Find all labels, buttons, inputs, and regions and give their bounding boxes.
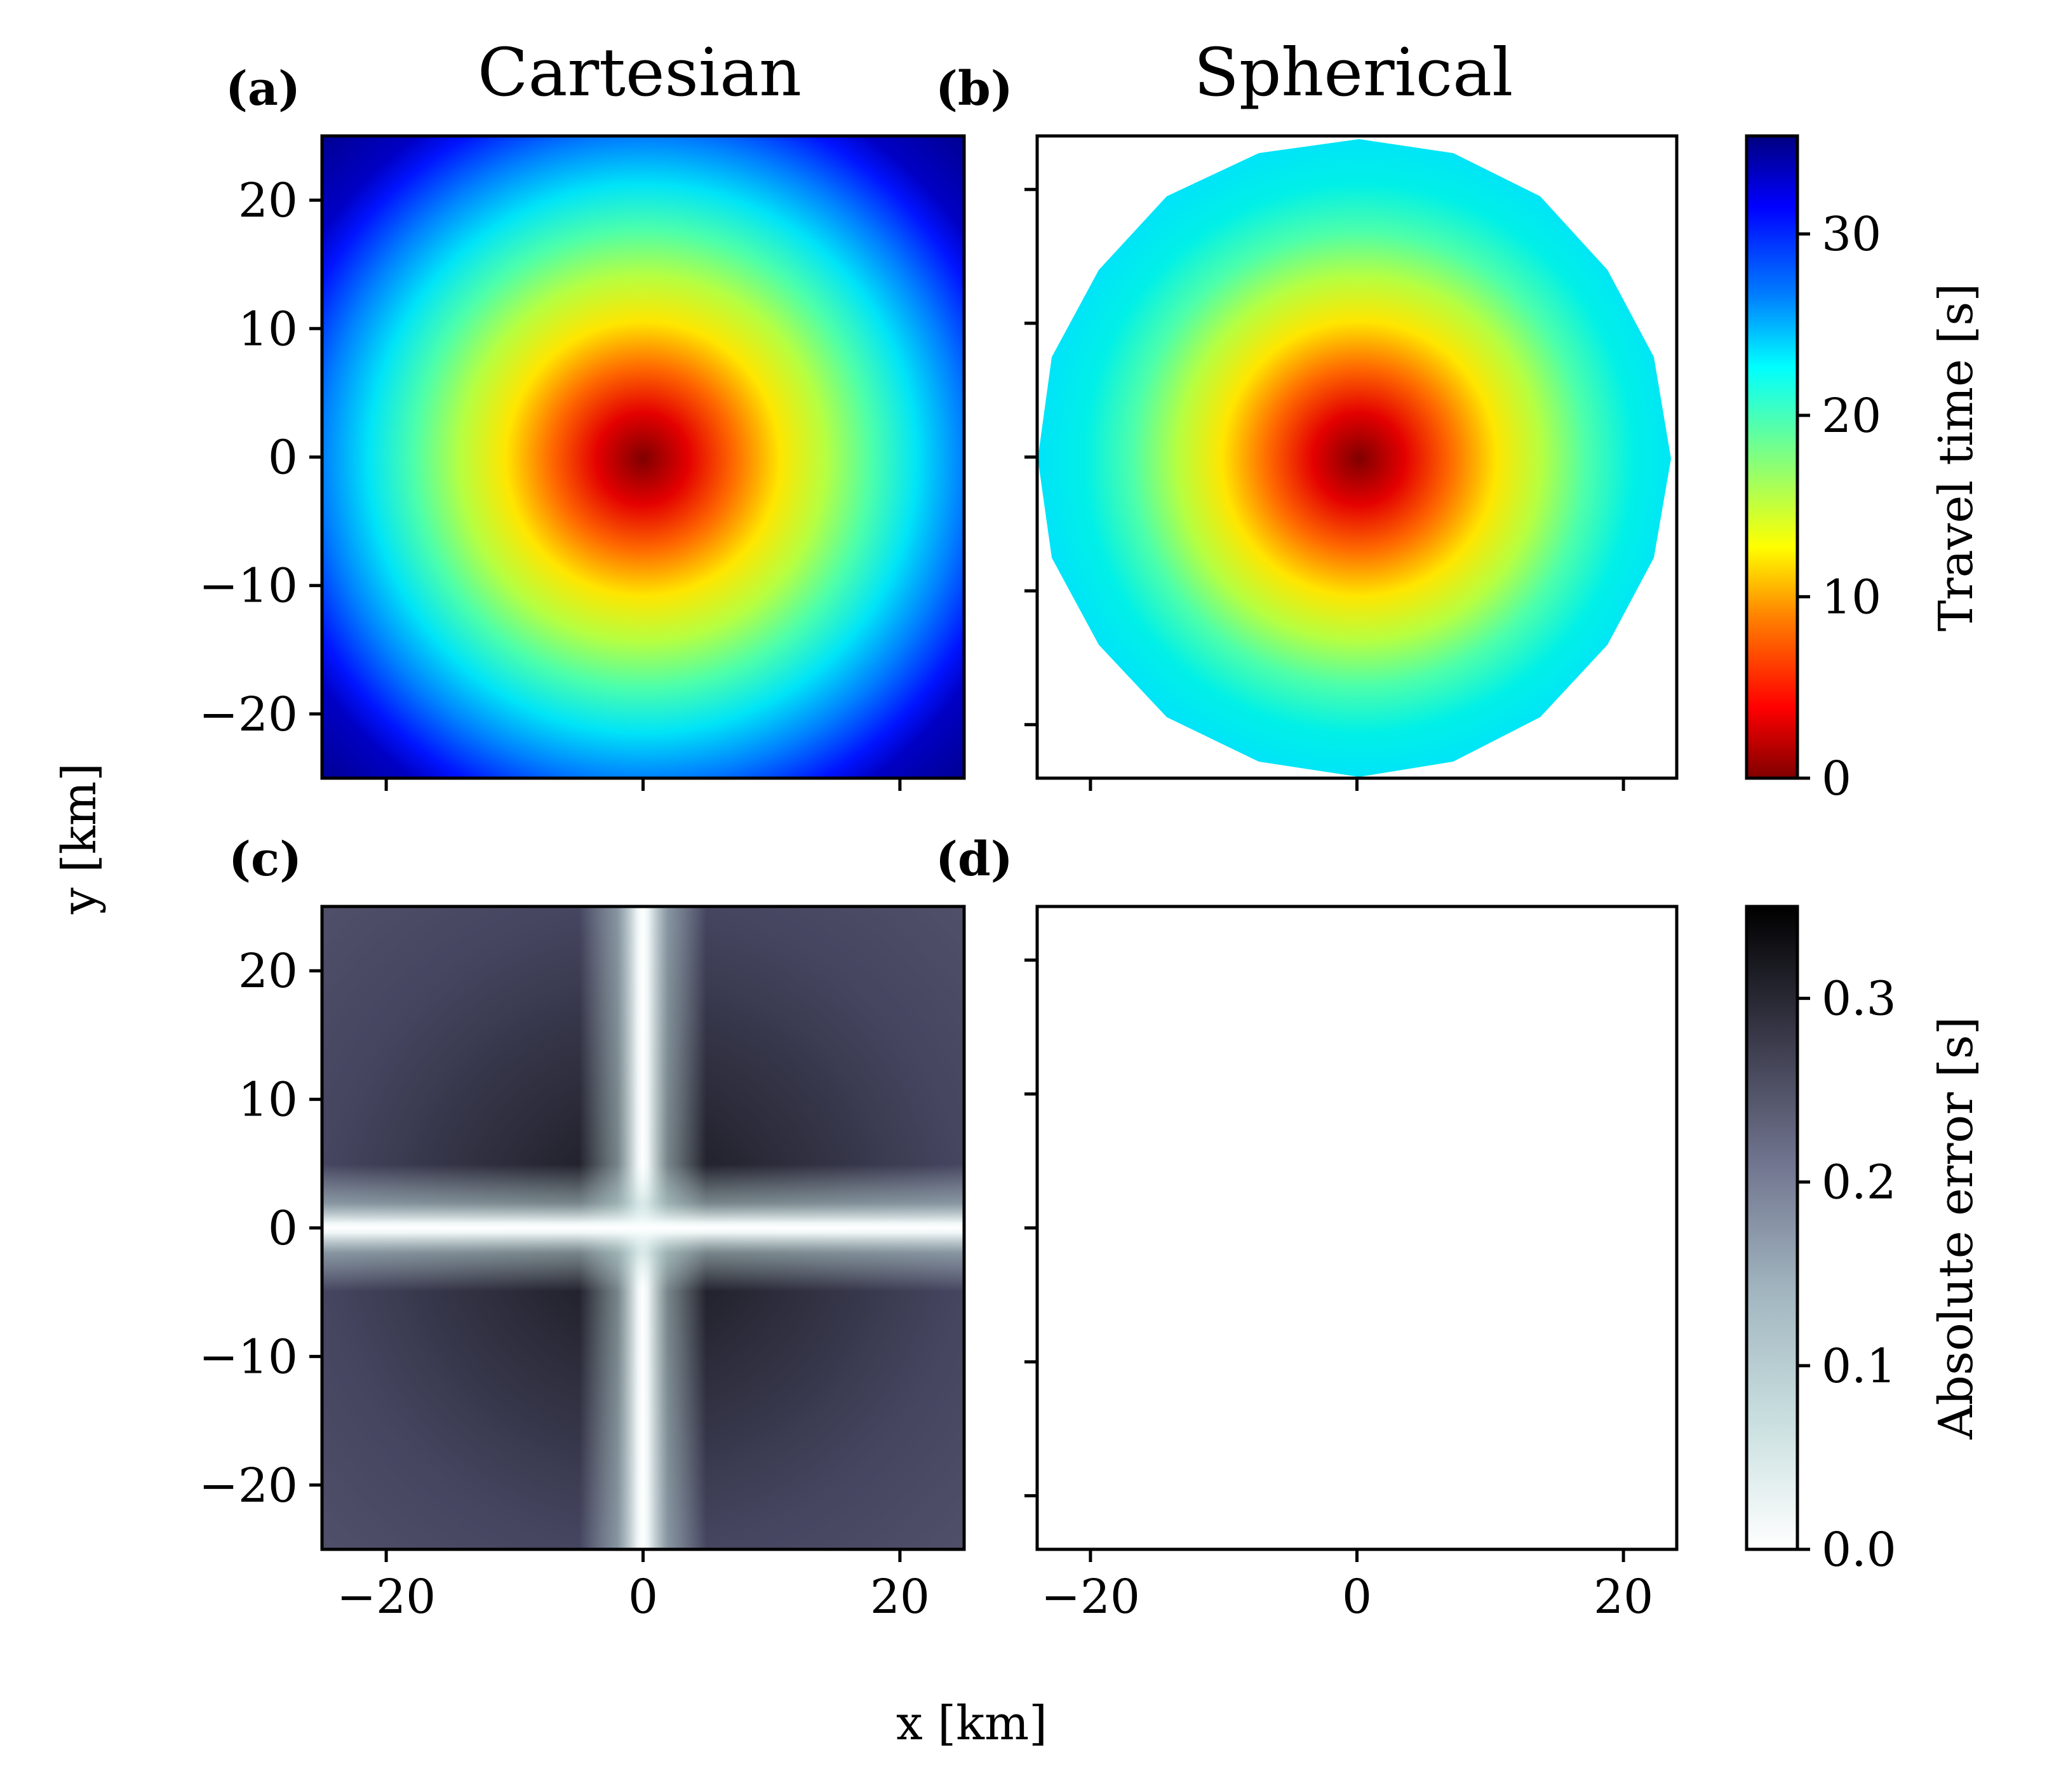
y-tick-label: −10 [199,1330,298,1384]
panel-d-letter: (d) [936,832,1013,887]
y-tick-label: 20 [238,173,298,228]
x-tick-label: −20 [1041,1570,1140,1624]
x-tick-label: 0 [628,1570,658,1624]
y-tick-label: 0 [268,1201,298,1256]
y-tick-label: −10 [199,559,298,614]
y-tick-label: 10 [238,1073,298,1128]
colorbar-tick-label: 30 [1822,207,1881,262]
panel-a-heatmap [322,136,964,778]
x-axis-label: x [km] [896,1696,1047,1751]
x-tick-label: 0 [1342,1570,1372,1624]
panel-c-heatmap [322,906,964,1549]
y-tick-label: −20 [199,687,298,742]
panel-a-title: Cartesian [478,34,802,111]
colorbar-time [1745,134,1799,780]
colorbar-error [1745,905,1799,1551]
x-tick-label: 20 [1594,1570,1653,1624]
colorbar-tick-label: 0.0 [1822,1523,1896,1577]
y-tick-label: −20 [199,1459,298,1513]
colorbar-tick-label: 0.1 [1822,1339,1896,1394]
colorbar-tick-label: 0.3 [1822,972,1896,1027]
x-tick-label: −20 [337,1570,436,1624]
panel-a-letter: (a) [225,62,300,116]
panel-b-disk [1038,139,1671,777]
colorbar-time-label: Travel time [s] [1929,283,1984,631]
x-tick-label: 20 [870,1570,930,1624]
colorbar-tick-label: 10 [1822,570,1881,624]
colorbar-error-label: Absolute error [s] [1929,1016,1984,1439]
y-tick-label: 10 [238,302,298,356]
y-axis-label: y [km] [52,763,107,915]
panel-d-heatmap [1037,906,1677,1549]
colorbar-tick-label: 0.2 [1822,1155,1896,1210]
panel-c-letter: (c) [229,832,302,887]
ticks-layer: −20 −10 0 10 20 −20 0 20 −20 −10 0 10 20 −20 0 20 0 10 20 3… [199,173,1896,1624]
y-tick-label: 20 [238,944,298,999]
panel-b-title: Spherical [1194,34,1514,111]
colorbar-tick-label: 20 [1822,389,1881,443]
colorbar-tick-label: 0 [1822,751,1851,806]
panel-b-letter: (b) [936,62,1013,116]
y-tick-label: 0 [268,431,298,485]
